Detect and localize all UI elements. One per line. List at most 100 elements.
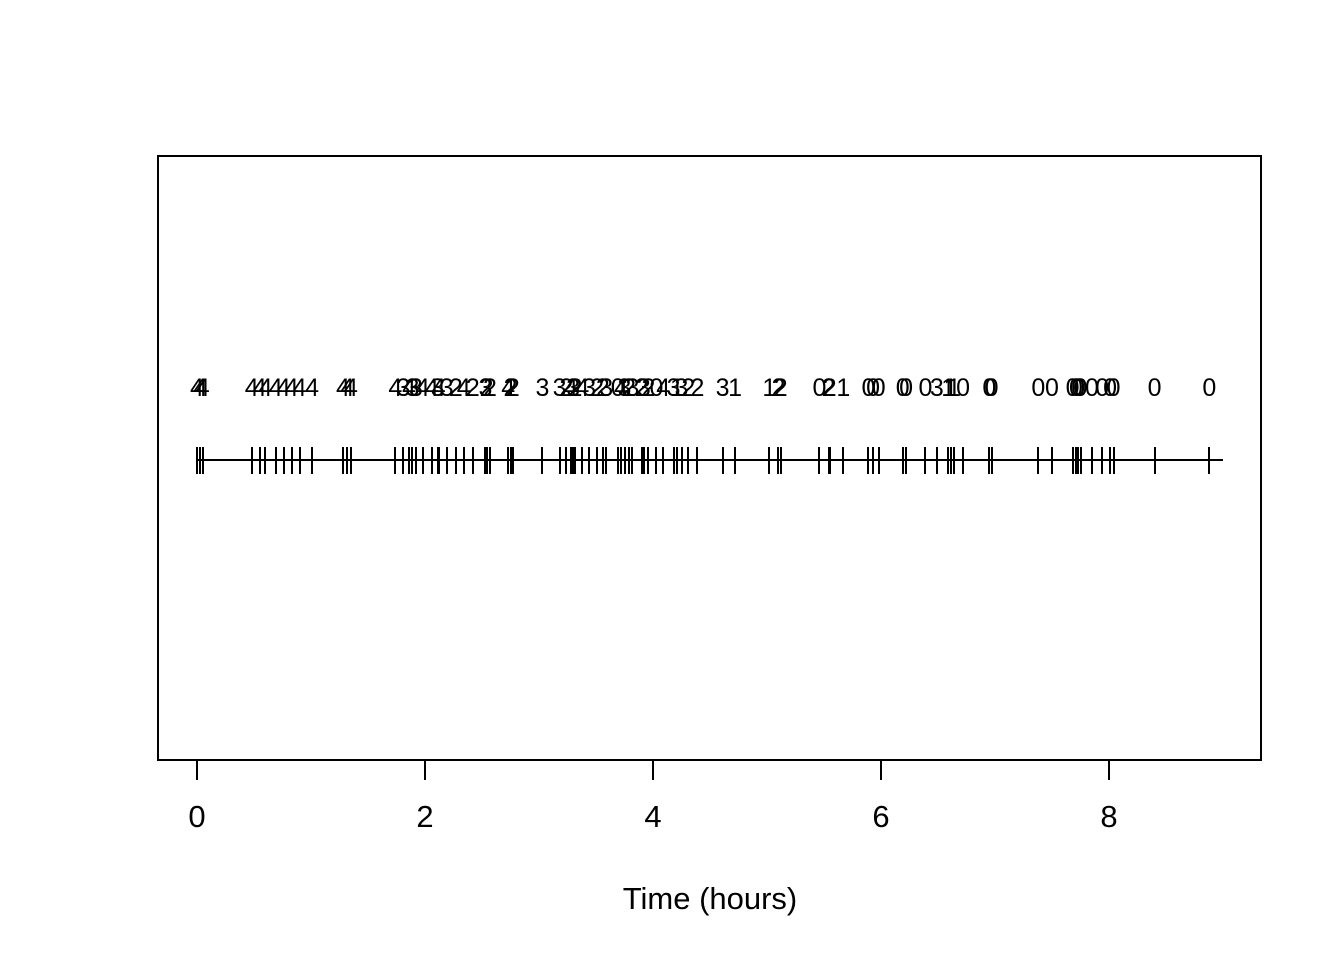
event-tick [346,447,349,474]
event-count-label: 0 [1031,374,1046,402]
event-count-label: 1 [947,374,961,402]
event-tick [687,447,690,474]
event-tick [777,447,780,474]
event-tick [905,447,908,474]
event-count-label: 1 [941,374,956,402]
event-tick [1208,447,1211,474]
event-count-label: 4 [431,374,446,402]
event-count-label: 2 [568,374,583,402]
event-tick [462,447,465,474]
event-count-label: 0 [866,374,880,402]
event-count-label: 4 [195,374,210,402]
event-tick [947,447,950,474]
x-axis-tick [652,761,654,780]
x-axis-title: Time (hours) [622,881,798,916]
event-count-label: 3 [396,374,411,402]
event-count-label: 4 [190,374,204,402]
event-count-label: 4 [456,374,471,402]
event-count-label: 3 [535,374,550,402]
event-count-label: 2 [505,374,520,402]
event-count-label: 0 [812,374,827,402]
event-tick [311,447,314,474]
event-tick [640,447,643,474]
event-count-label: 4 [575,374,590,402]
event-tick [827,447,830,474]
event-count-label: 2 [595,374,610,402]
event-count-label: 3 [566,374,581,402]
event-count-label: 0 [984,374,999,402]
event-count-label: 2 [590,374,605,402]
event-count-label: 4 [340,374,355,402]
x-axis-tick [880,761,882,780]
x-axis-tick [424,761,426,780]
event-tick [250,447,253,474]
event-tick [485,447,488,474]
event-count-label: 2 [479,374,494,402]
event-count-label: 2 [641,374,656,402]
event-count-label: 0 [1071,374,1086,402]
event-tick [768,447,771,474]
event-count-label: 3 [636,374,651,402]
event-count-label: 4 [656,374,671,402]
event-count-label: 0 [1065,374,1080,402]
x-axis-tick-label: 2 [416,799,434,834]
event-count-label: 0 [1073,374,1088,402]
event-tick [680,447,683,474]
event-count-label: 2 [822,374,837,402]
event-tick [628,447,631,474]
event-tick [264,447,267,474]
event-count-label: 0 [610,374,625,402]
event-tick [1112,447,1115,474]
event-count-label: 4 [335,374,350,402]
event-tick [872,447,875,474]
event-count-label: 3 [405,374,420,402]
event-tick [616,447,619,474]
event-tick [541,447,544,474]
event-count-label: 4 [193,374,208,402]
event-tick [1077,447,1080,474]
event-count-label: 4 [276,374,291,402]
event-tick [696,447,699,474]
event-count-label: 3 [617,374,632,402]
event-tick [588,447,591,474]
event-tick [990,447,993,474]
event-count-label: 4 [501,374,516,402]
event-tick [201,447,204,474]
event-tick [402,447,405,474]
event-tick [349,447,352,474]
event-tick [877,447,880,474]
event-count-label: 4 [424,374,439,402]
event-tick [924,447,927,474]
event-count-label: 0 [1103,374,1118,402]
event-tick [507,447,510,474]
event-count-label: 3 [582,374,597,402]
event-count-label: 2 [465,374,480,402]
event-count-label: 2 [448,374,463,402]
event-count-label: 4 [402,374,416,402]
event-tick [1051,447,1053,474]
event-tick [901,447,904,474]
event-tick [867,447,870,474]
event-tick [471,447,474,474]
event-count-label: 1 [762,374,777,402]
event-count-label: 0 [871,374,886,402]
event-count-label: 1 [943,374,958,402]
event-tick [1037,447,1040,474]
event-tick [952,447,955,474]
event-tick [1109,447,1112,474]
x-axis-tick-label: 4 [644,799,662,834]
event-count-label: 2 [559,374,574,402]
event-tick [828,447,831,474]
event-count-label: 2 [773,374,788,402]
event-count-label: 0 [861,374,876,402]
event-tick [596,447,599,474]
event-tick [842,447,845,474]
event-count-label: 4 [415,374,430,402]
event-count-label: 3 [674,374,689,402]
event-tick [558,447,561,474]
event-tick [274,447,277,474]
event-count-label: 3 [552,374,567,402]
event-tick [988,447,991,474]
event-tick [647,447,650,474]
event-tick [574,447,577,474]
